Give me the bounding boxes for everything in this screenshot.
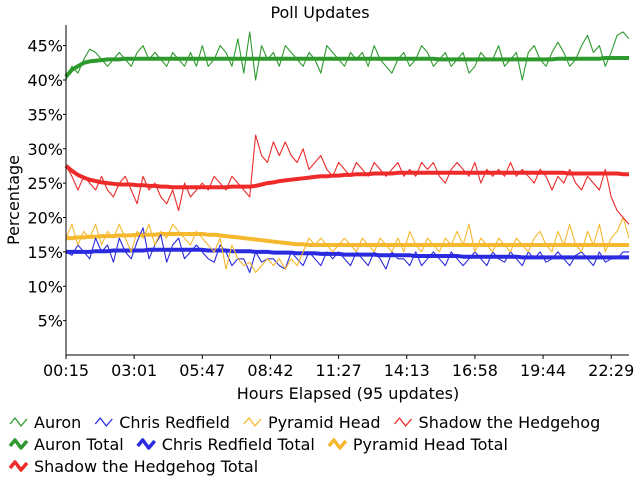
legend-label: Chris Redfield Total xyxy=(162,435,315,454)
y-tick-label: 20% xyxy=(27,209,63,228)
legend-swatch xyxy=(243,417,262,427)
y-tick-label: 30% xyxy=(27,140,63,159)
chart-title: Poll Updates xyxy=(270,3,369,22)
legend-swatch xyxy=(9,417,28,427)
series-line-auron-update xyxy=(65,31,630,81)
series-line-auron-total xyxy=(64,56,629,78)
x-tick-label: 19:44 xyxy=(520,361,566,380)
legend-item-pyramid-total: Pyramid Head Total xyxy=(327,435,508,454)
x-tick-label: 14:13 xyxy=(384,361,430,380)
series-line-pyramid-total xyxy=(66,232,629,247)
x-tick-label: 22:29 xyxy=(588,361,634,380)
x-tick-label: 03:01 xyxy=(111,361,157,380)
legend-label: Auron Total xyxy=(34,435,124,454)
legend-item-auron-update: Auron xyxy=(9,413,81,432)
y-tick-label: 45% xyxy=(27,37,63,56)
legend-item-shadow-update: Shadow the Hedgehog xyxy=(394,413,601,432)
series-line-pyramid-update xyxy=(65,216,630,274)
legend-item-chris-total: Chris Redfield Total xyxy=(136,435,315,454)
y-axis-label: Percentage xyxy=(4,155,23,245)
legend-label: Chris Redfield xyxy=(119,413,230,432)
series-line-shadow-update xyxy=(65,134,630,225)
series-layer xyxy=(64,31,630,274)
y-tick-label: 35% xyxy=(27,105,63,124)
legend-swatch xyxy=(394,417,413,427)
legend-swatch xyxy=(8,460,29,472)
y-tick-label: 15% xyxy=(27,243,63,262)
x-tick-label: 00:15 xyxy=(43,361,89,380)
legend-item-pyramid-update: Pyramid Head xyxy=(243,413,381,432)
legend-item-shadow-total: Shadow the Hedgehog Total xyxy=(8,457,258,476)
x-tick-label: 05:47 xyxy=(179,361,225,380)
legend-swatch xyxy=(8,438,29,450)
x-tick-label: 16:58 xyxy=(452,361,498,380)
y-tick-label: 25% xyxy=(27,174,63,193)
legend-label: Shadow the Hedgehog Total xyxy=(34,457,258,476)
legend-item-chris-update: Chris Redfield xyxy=(94,413,230,432)
series-line-chris-update xyxy=(65,227,629,274)
axes xyxy=(65,25,629,356)
y-tick-label: 40% xyxy=(27,71,63,90)
series-line-shadow-total xyxy=(64,164,629,190)
legend: Auron Chris Redfield Pyramid Head Shadow th… xyxy=(8,413,601,476)
legend-item-auron-total: Auron Total xyxy=(8,435,124,454)
legend-label: Pyramid Head xyxy=(268,413,381,432)
y-tick-label: 5% xyxy=(38,312,63,331)
legend-swatch xyxy=(94,417,113,427)
legend-swatch xyxy=(327,438,348,450)
x-tick-label: 08:42 xyxy=(247,361,293,380)
tick-labels: 5% 10% 15% 20% 25% 30% 35% 40% 45% 00:15 03:01 05:4… xyxy=(27,37,634,380)
x-tick-label: 11:27 xyxy=(316,361,362,380)
legend-label: Pyramid Head Total xyxy=(353,435,508,454)
x-axis-label: Hours Elapsed (95 updates) xyxy=(237,384,460,403)
legend-swatch xyxy=(136,438,157,450)
y-tick-label: 10% xyxy=(27,277,63,296)
legend-label: Auron xyxy=(34,413,81,432)
legend-label: Shadow the Hedgehog xyxy=(419,413,601,432)
